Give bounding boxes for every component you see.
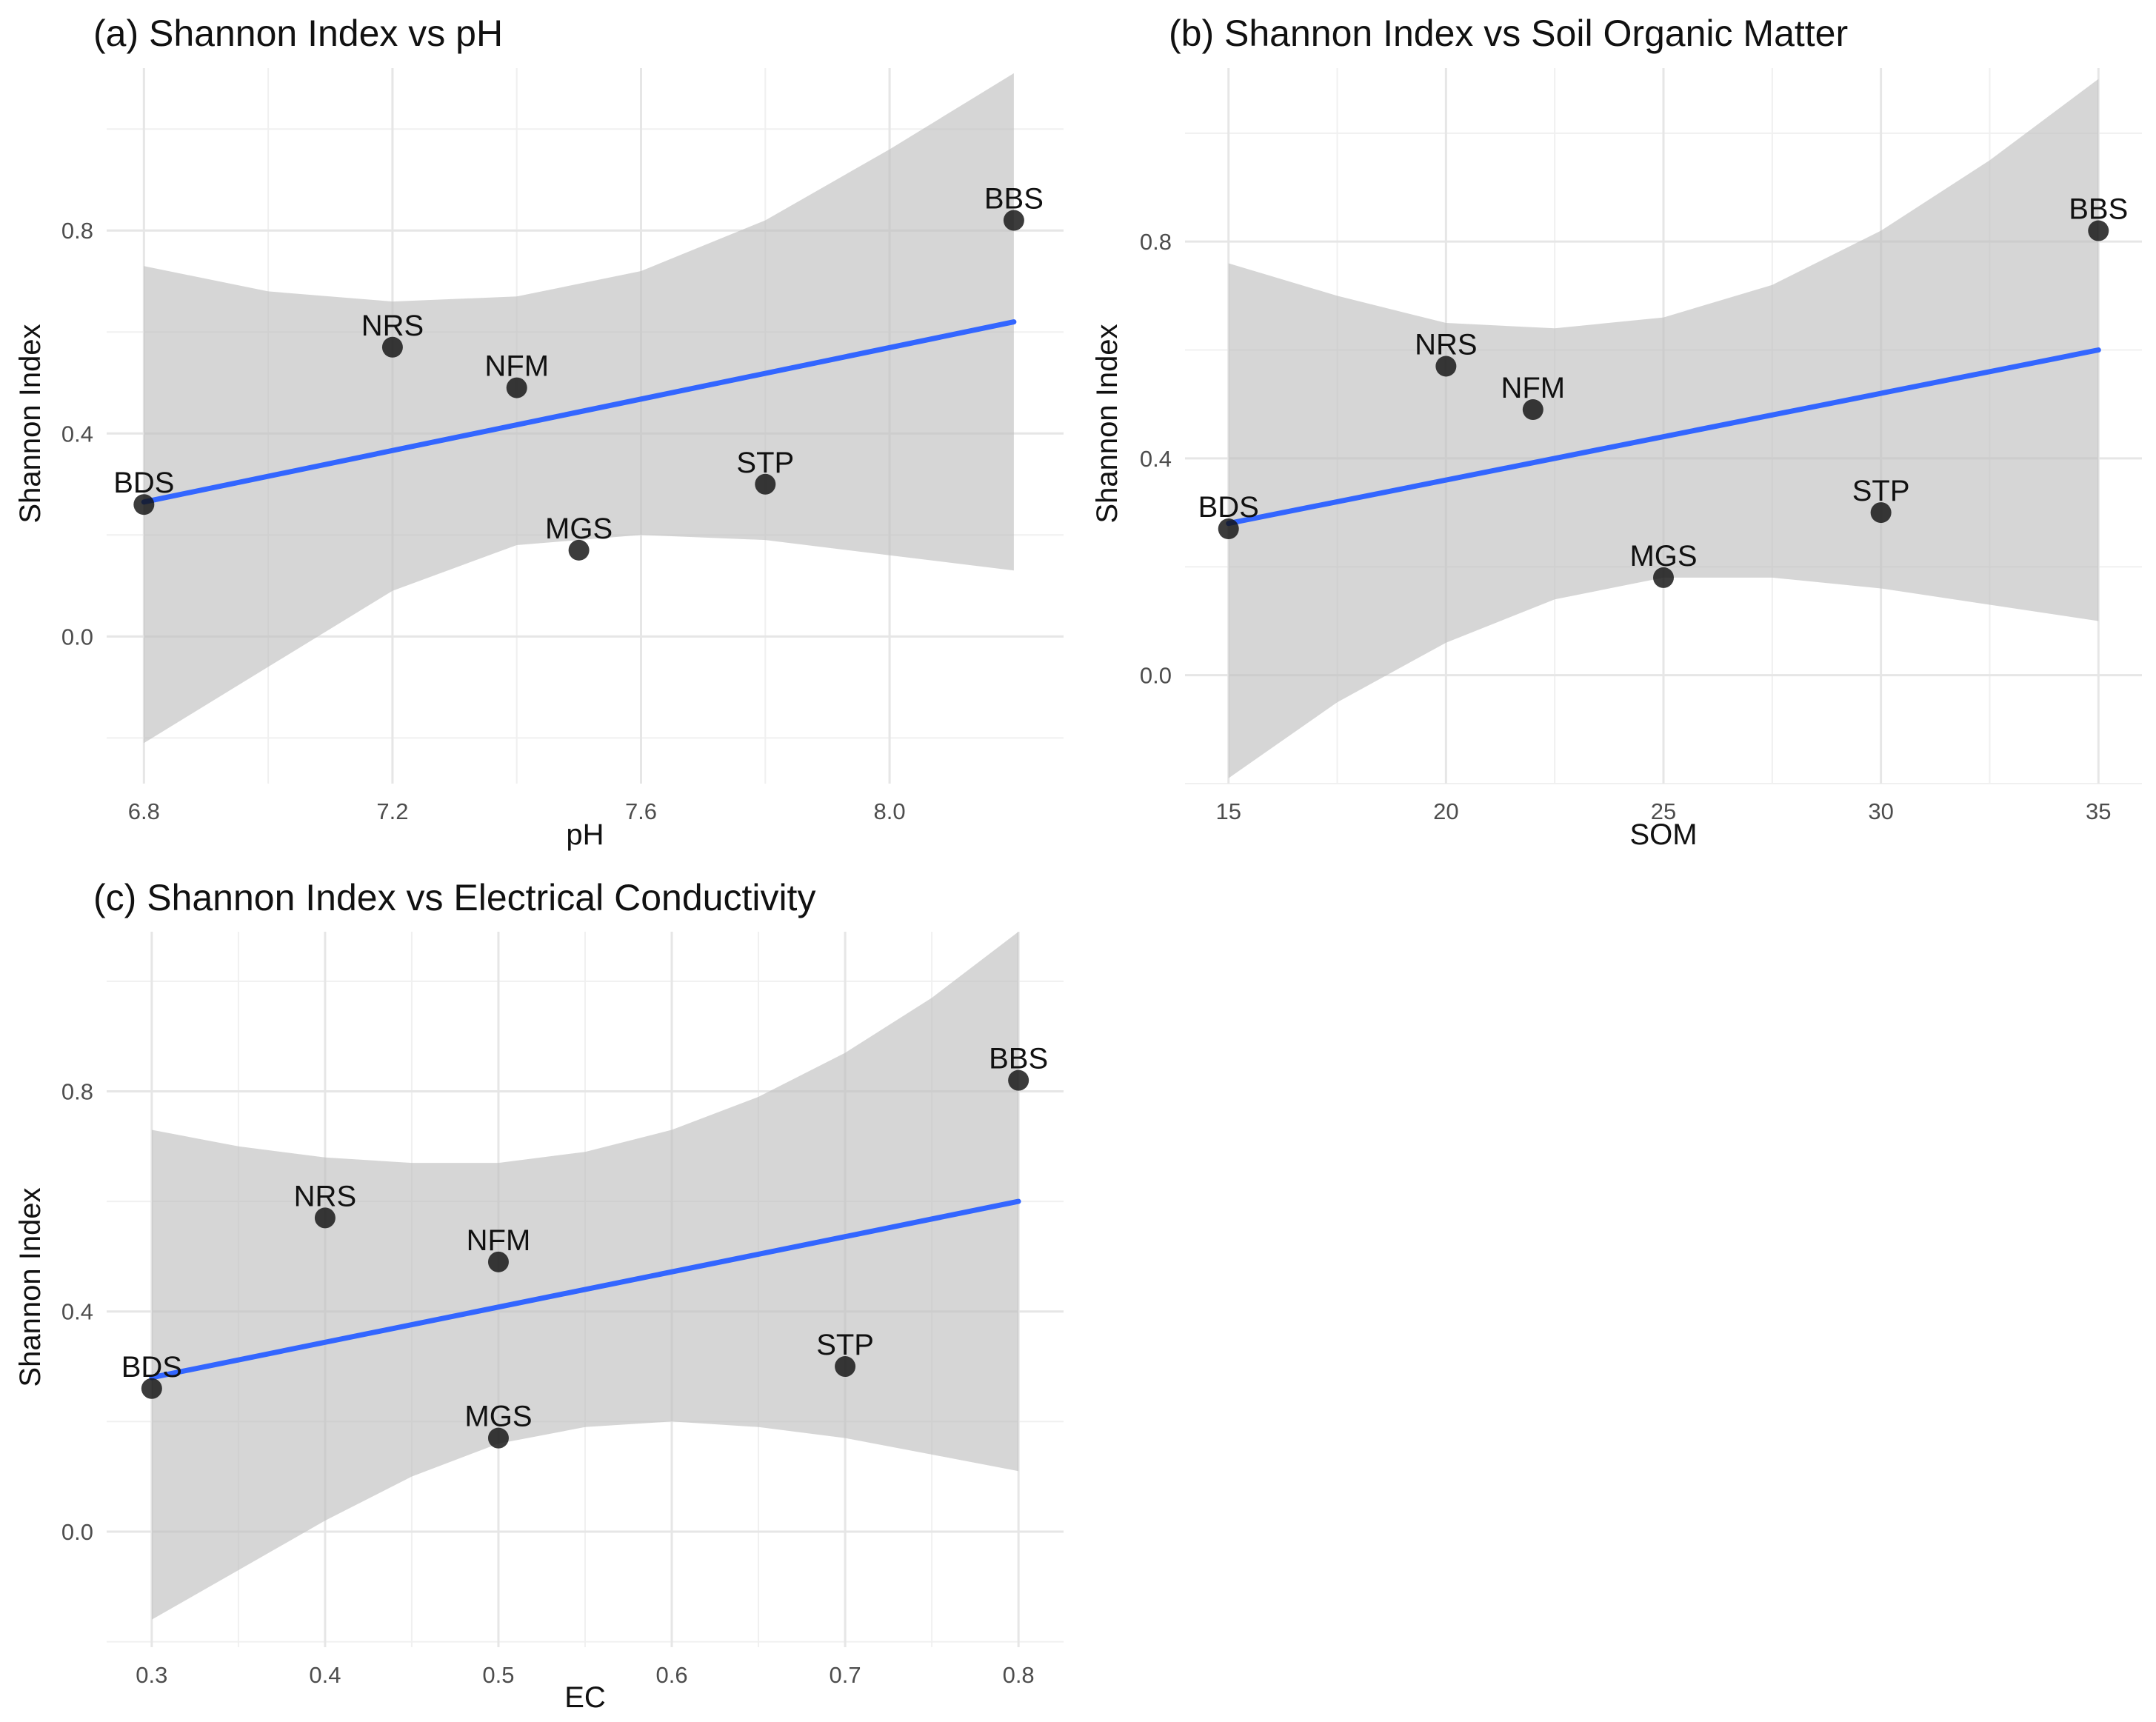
panel-a-x-ticks: 6.8 7.2 7.6 8.0 — [128, 798, 906, 824]
panel-c-points: BDS NRS NFM MGS STP BBS — [121, 1043, 1048, 1449]
panel-a-y-ticks: 0.0 0.4 0.8 — [61, 218, 93, 650]
panel-b-x-axis-label: SOM — [1629, 818, 1697, 851]
panel-a-point-bds — [133, 494, 155, 515]
panel-b-point-label-nfm: NFM — [1501, 372, 1565, 404]
panel-b: (b) Shannon Index vs Soil Organic Matter… — [1091, 13, 2142, 851]
panel-b-point-bds — [1218, 518, 1239, 540]
panel-a-x-tick-label-0: 6.8 — [128, 798, 160, 824]
panel-a-points: BDS NRS NFM MGS STP BBS — [113, 183, 1044, 561]
panel-a-confidence-band — [144, 73, 1014, 744]
panel-a-y-tick-label-2: 0.8 — [61, 218, 93, 244]
panel-a-point-mgs — [568, 539, 590, 561]
panel-c-y-axis-label: Shannon Index — [14, 1187, 47, 1386]
panel-c-point-label-nrs: NRS — [294, 1180, 356, 1212]
panel-b-regression-line — [1226, 347, 2101, 527]
panel-a: (a) Shannon Index vs pH pH Shannon Index… — [14, 13, 1064, 851]
panel-b-points: BDS NRS NFM MGS STP BBS — [1198, 193, 2128, 588]
panel-b-point-stp — [1870, 502, 1892, 524]
panel-b-y-tick-label-1: 0.4 — [1140, 446, 1172, 472]
panel-a-point-nrs — [381, 336, 403, 358]
panel-a-y-tick-label-1: 0.4 — [61, 421, 93, 447]
panel-b-x-tick-label-0: 15 — [1215, 798, 1241, 824]
panel-b-x-tick-label-3: 30 — [1868, 798, 1893, 824]
panel-b-x-tick-label-4: 35 — [2086, 798, 2111, 824]
panel-a-point-label-nrs: NRS — [361, 310, 424, 342]
panel-c-y-tick-label-1: 0.4 — [61, 1299, 93, 1325]
panel-c-title: (c) Shannon Index vs Electrical Conducti… — [93, 877, 815, 918]
panel-b-y-tick-label-2: 0.8 — [1140, 229, 1172, 255]
panel-b-y-axis-label: Shannon Index — [1091, 324, 1124, 523]
panel-c-x-axis-label: EC — [564, 1681, 606, 1714]
panel-c-point-label-bbs: BBS — [989, 1043, 1048, 1075]
panel-c-confidence-band — [151, 932, 1019, 1620]
panel-c-point-stp — [835, 1356, 856, 1378]
panel-c-x-tick-label-0: 0.3 — [136, 1662, 167, 1688]
panel-b-y-tick-label-0: 0.0 — [1140, 663, 1172, 689]
panel-a-point-stp — [755, 473, 776, 495]
panel-b-point-label-nrs: NRS — [1415, 329, 1477, 361]
panel-c-point-bbs — [1008, 1069, 1029, 1091]
panel-c-point-label-bds: BDS — [121, 1351, 182, 1384]
panel-b-x-tick-label-2: 25 — [1651, 798, 1676, 824]
panel-c-y-tick-label-2: 0.8 — [61, 1078, 93, 1104]
panel-a-point-label-bds: BDS — [113, 467, 174, 499]
panel-c-point-mgs — [487, 1427, 509, 1449]
panel-a-regression-line — [141, 319, 1017, 505]
panel-b-point-label-bds: BDS — [1198, 491, 1259, 524]
panel-c-x-tick-label-3: 0.6 — [655, 1662, 687, 1688]
panel-a-y-tick-label-0: 0.0 — [61, 624, 93, 650]
panel-c-point-label-stp: STP — [816, 1329, 874, 1361]
panel-b-point-label-mgs: MGS — [1629, 540, 1697, 573]
panel-b-point-bbs — [2088, 220, 2109, 241]
panel-a-point-label-bbs: BBS — [984, 183, 1044, 216]
panel-c-point-label-mgs: MGS — [464, 1401, 532, 1433]
panel-a-point-label-stp: STP — [736, 447, 794, 479]
panel-a-point-label-mgs: MGS — [545, 513, 613, 545]
panel-a-x-axis-label: pH — [566, 818, 604, 851]
panel-a-x-tick-label-3: 8.0 — [874, 798, 906, 824]
panel-c-point-bds — [141, 1378, 162, 1399]
panel-a-point-label-nfm: NFM — [484, 350, 549, 383]
panel-a-x-tick-label-2: 7.6 — [625, 798, 657, 824]
panel-a-point-nfm — [506, 377, 527, 398]
panel-c-y-tick-label-0: 0.0 — [61, 1519, 93, 1545]
panel-c: (c) Shannon Index vs Electrical Conducti… — [14, 877, 1064, 1714]
panel-c-x-ticks: 0.3 0.4 0.5 0.6 0.7 0.8 — [136, 1662, 1034, 1688]
panel-c-x-tick-label-1: 0.4 — [309, 1662, 341, 1688]
panel-c-x-tick-label-4: 0.7 — [830, 1662, 861, 1688]
panel-a-x-tick-label-1: 7.2 — [376, 798, 408, 824]
panel-c-point-label-nfm: NFM — [467, 1224, 531, 1257]
panel-b-title: (b) Shannon Index vs Soil Organic Matter — [1169, 13, 1848, 54]
panel-b-x-ticks: 15 20 25 30 35 — [1215, 798, 2111, 824]
panel-b-y-ticks: 0.0 0.4 0.8 — [1140, 229, 1172, 688]
panel-a-title: (a) Shannon Index vs pH — [93, 13, 503, 54]
panel-b-point-label-stp: STP — [1852, 475, 1910, 507]
panel-b-point-nfm — [1522, 399, 1543, 421]
panel-c-x-tick-label-2: 0.5 — [482, 1662, 514, 1688]
panel-b-x-tick-label-1: 20 — [1433, 798, 1458, 824]
panel-c-y-ticks: 0.0 0.4 0.8 — [61, 1078, 93, 1544]
panel-a-point-bbs — [1003, 210, 1024, 231]
panel-c-x-tick-label-5: 0.8 — [1003, 1662, 1035, 1688]
panel-a-y-axis-label: Shannon Index — [14, 324, 47, 523]
panel-c-regression-line — [149, 1198, 1021, 1381]
panel-b-point-mgs — [1653, 567, 1674, 588]
panel-b-point-label-bbs: BBS — [2069, 193, 2128, 226]
panel-b-point-nrs — [1435, 356, 1457, 377]
panel-b-confidence-band — [1228, 79, 2099, 778]
panel-c-point-nrs — [314, 1207, 336, 1229]
panel-c-point-nfm — [487, 1251, 509, 1272]
